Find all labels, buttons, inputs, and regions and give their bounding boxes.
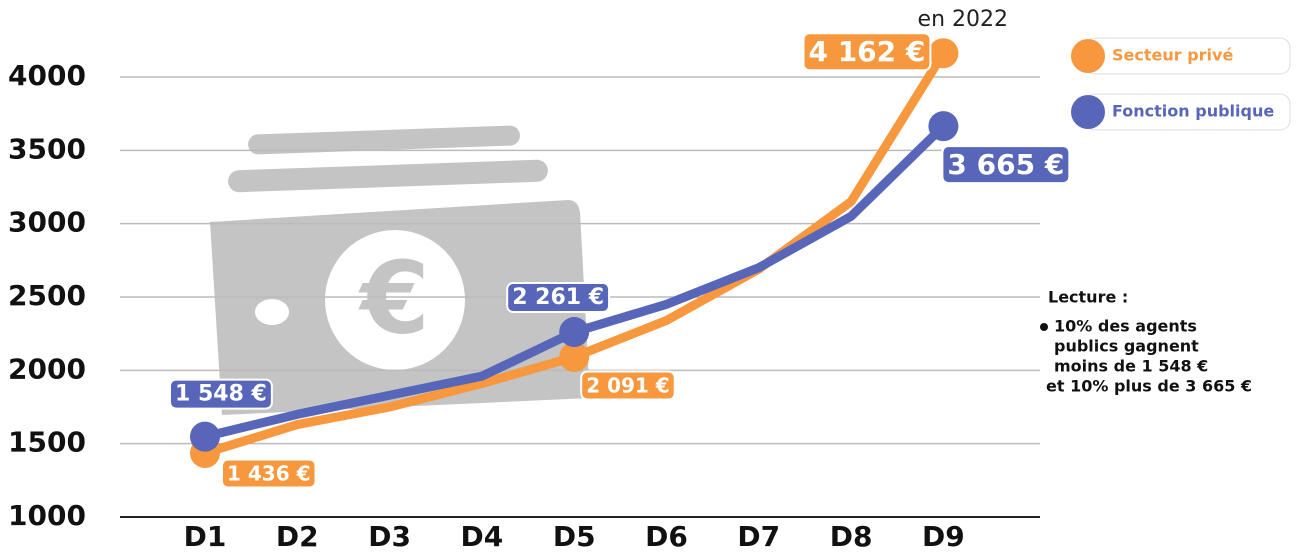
bullet (1040, 323, 1048, 331)
point (928, 38, 959, 69)
x-tick-label: D9 (922, 520, 965, 553)
y-tick-label: 2500 (8, 279, 86, 312)
y-tick-label: 4000 (8, 59, 86, 92)
data-label: 3 665 € (941, 145, 1071, 185)
point (559, 341, 590, 372)
data-label-bg (169, 378, 273, 410)
svg-text:€: € (358, 239, 430, 356)
y-tick-label: 1500 (8, 426, 86, 459)
data-label: 1 436 € (221, 458, 317, 489)
legend-label: Fonction publique (1112, 102, 1274, 121)
legend-label: Secteur privé (1112, 46, 1233, 65)
x-tick-label: D7 (737, 520, 780, 553)
data-label: 2 091 € (580, 370, 676, 401)
x-tick-label: D3 (368, 520, 411, 553)
data-label-bg (221, 458, 317, 489)
x-tick-label: D1 (184, 520, 227, 553)
data-label: 4 162 € (802, 32, 932, 72)
data-label-bg (802, 32, 932, 72)
data-label-bg (941, 145, 1071, 185)
y-tick-label: 3500 (8, 132, 86, 165)
point (559, 317, 590, 348)
annotation-line: 10% des agents (1054, 317, 1197, 336)
data-label-text: 2 261 € (512, 285, 604, 310)
money-illustration: € (210, 125, 590, 415)
subtitle: en 2022 (918, 7, 1008, 32)
data-label-bg (506, 282, 611, 314)
x-tick-label: D2 (276, 520, 319, 553)
legend-marker (1071, 95, 1105, 129)
data-label-text: 1 548 € (175, 382, 267, 407)
data-label-text: 3 665 € (947, 148, 1064, 181)
data-label-bg (580, 370, 676, 401)
annotation-line: moins de 1 548 € (1054, 357, 1208, 376)
data-label: 1 548 € (169, 378, 273, 410)
annotation-title: Lecture : (1048, 288, 1128, 307)
y-tick-label: 2000 (8, 352, 86, 385)
x-tick-label: D8 (830, 520, 873, 553)
y-tick-label: 3000 (8, 206, 86, 239)
annotation-line: et 10% plus de 3 665 € (1046, 377, 1252, 396)
x-tick-label: D5 (553, 520, 596, 553)
legend-marker (1071, 39, 1105, 73)
data-label: 2 261 € (506, 282, 611, 314)
y-tick-label: 1000 (8, 499, 86, 532)
x-tick-label: D6 (645, 520, 688, 553)
point (190, 421, 220, 452)
annotation-line: publics gagnent (1054, 337, 1199, 356)
data-label-text: 4 162 € (808, 35, 925, 68)
data-label-text: 1 436 € (227, 462, 311, 486)
data-label-text: 2 091 € (586, 373, 670, 397)
x-tick-label: D4 (461, 520, 504, 553)
point (928, 111, 959, 142)
